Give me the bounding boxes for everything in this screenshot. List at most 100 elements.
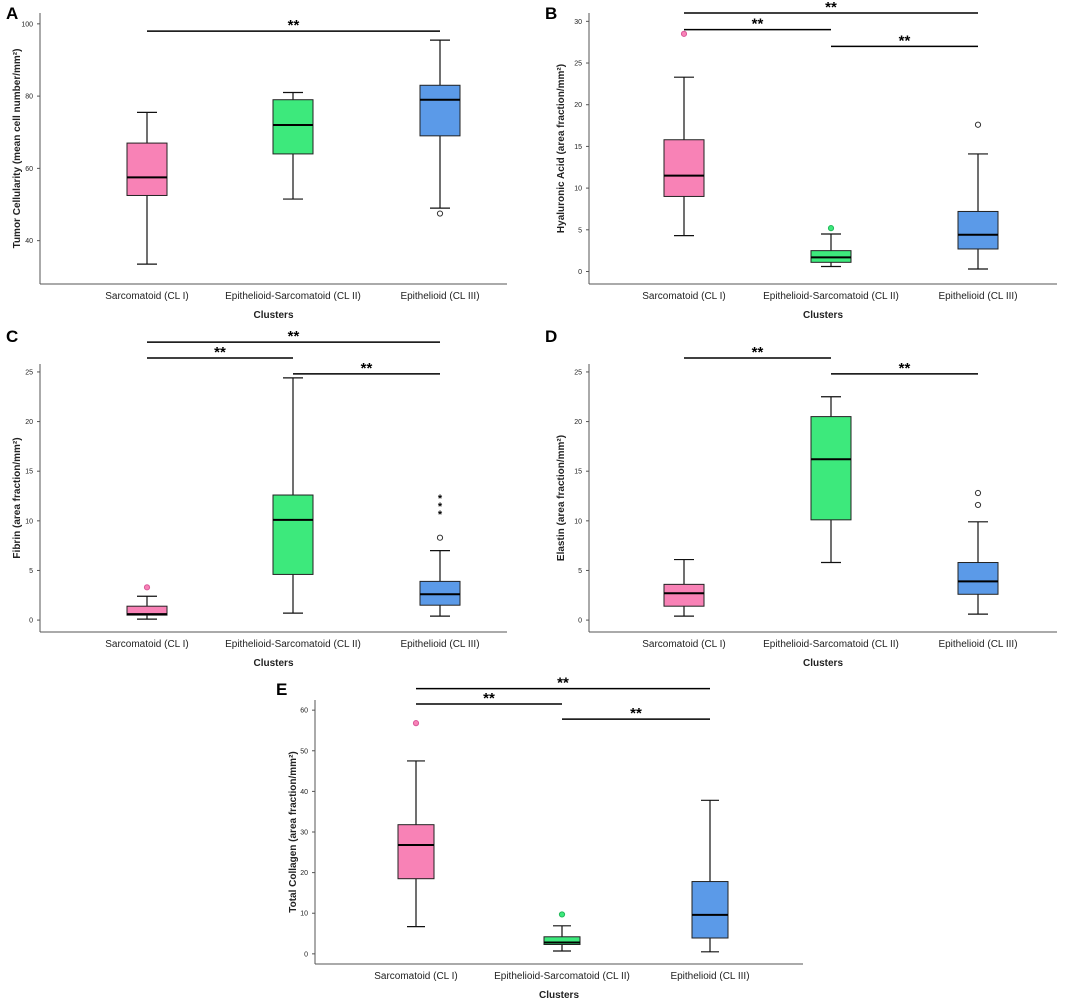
box-iqr [397, 824, 435, 880]
outlier-point [412, 720, 420, 727]
x-axis-label: Clusters [803, 310, 843, 321]
x-axis-label: Clusters [253, 658, 293, 669]
category-label: Sarcomatoid (CL I) [642, 291, 726, 302]
y-tick-label: 0 [304, 951, 308, 958]
y-tick-label: 20 [574, 102, 582, 109]
panel-letter: A [6, 4, 18, 23]
y-tick-label: 30 [574, 19, 582, 26]
y-axis-label: Hyaluronic Acid (area fraction/mm²) [556, 64, 567, 233]
category-label: Sarcomatoid (CL I) [642, 639, 726, 650]
significance-label: ** [483, 690, 495, 707]
box-iqr [272, 494, 314, 575]
outlier-point [827, 225, 835, 232]
outlier-point [143, 584, 151, 591]
box-iqr [957, 562, 999, 595]
box-iqr [663, 583, 705, 607]
box-2 [543, 911, 581, 952]
significance-label: ** [214, 344, 226, 361]
y-tick-label: 5 [578, 568, 582, 575]
panel-letter: C [6, 327, 18, 346]
box-3 [419, 39, 461, 217]
category-label: Epithelioid (CL III) [670, 971, 749, 982]
category-label: Epithelioid-Sarcomatoid (CL II) [225, 291, 361, 302]
category-label: Sarcomatoid (CL I) [374, 971, 458, 982]
box-1 [126, 111, 168, 265]
box-3 [957, 489, 999, 615]
significance-label: ** [899, 360, 911, 377]
significance-label: ** [557, 675, 569, 692]
box-1 [126, 584, 168, 620]
outlier-point [974, 121, 982, 128]
significance-label: ** [752, 344, 764, 361]
outlier-point [558, 911, 566, 918]
y-tick-label: 20 [574, 419, 582, 426]
category-label: Epithelioid (CL III) [938, 291, 1017, 302]
box-2 [810, 396, 852, 564]
significance-label: ** [361, 360, 373, 377]
x-axis-label: Clusters [253, 310, 293, 321]
category-label: Epithelioid-Sarcomatoid (CL II) [225, 639, 361, 650]
y-tick-label: 5 [29, 568, 33, 575]
y-tick-label: 15 [574, 144, 582, 151]
y-tick-label: 10 [25, 518, 33, 525]
panel-letter: E [276, 680, 287, 699]
y-tick-label: 25 [574, 369, 582, 376]
panel-E: E 0 10 20 30 40 50 60 Total Collagen (area fract… [276, 675, 803, 1001]
x-axis-label: Clusters [539, 990, 579, 1001]
y-tick-label: 20 [25, 419, 33, 426]
category-label: Epithelioid (CL III) [400, 639, 479, 650]
box-iqr [126, 142, 168, 196]
y-tick-label: 10 [574, 518, 582, 525]
panel-C: C 0 5 10 15 20 25 Fibrin (area fraction/mm²) Sar… [6, 327, 507, 669]
y-tick-label: 80 [25, 94, 33, 101]
extreme-point: * [438, 493, 443, 505]
box-3 [957, 121, 999, 270]
y-tick-label: 15 [25, 469, 33, 476]
box-iqr [810, 416, 852, 521]
panel-A: A 40 60 80 100 Tumor Cellularity (mean cell n… [6, 4, 507, 321]
category-label: Sarcomatoid (CL I) [105, 291, 189, 302]
extreme-point: * [438, 509, 443, 521]
y-tick-label: 10 [300, 911, 308, 918]
box-3: *** [419, 493, 461, 617]
significance-label: ** [630, 705, 642, 722]
y-tick-label: 0 [578, 269, 582, 276]
significance-label: ** [825, 0, 837, 16]
y-tick-label: 30 [300, 830, 308, 837]
box-iqr [272, 99, 314, 155]
panel-letter: B [545, 4, 557, 23]
box-3 [691, 799, 729, 953]
significance-label: ** [752, 16, 764, 33]
category-label: Epithelioid-Sarcomatoid (CL II) [494, 971, 630, 982]
y-tick-label: 20 [300, 870, 308, 877]
y-tick-label: 60 [300, 708, 308, 715]
y-tick-label: 0 [578, 618, 582, 625]
box-iqr [663, 139, 705, 197]
box-1 [663, 30, 705, 237]
box-1 [397, 720, 435, 928]
box-1 [663, 558, 705, 617]
box-iqr [419, 84, 461, 137]
y-tick-label: 60 [25, 166, 33, 173]
box-2 [272, 91, 314, 200]
y-tick-label: 50 [300, 748, 308, 755]
y-axis-label: Fibrin (area fraction/mm²) [12, 437, 23, 558]
y-tick-label: 40 [25, 238, 33, 245]
y-axis-label: Total Collagen (area fraction/mm²) [288, 751, 299, 913]
box-iqr [543, 936, 581, 946]
box-iqr [957, 210, 999, 250]
outlier-point [436, 210, 444, 217]
box-2 [810, 225, 852, 268]
y-tick-label: 100 [21, 21, 33, 28]
outlier-point [974, 501, 982, 509]
x-axis-label: Clusters [803, 658, 843, 669]
y-axis-label: Tumor Cellularity (mean cell number/mm²) [12, 49, 23, 249]
panel-D: D 0 5 10 15 20 25 Elastin (area fraction/mm²) Sa… [545, 327, 1057, 669]
outlier-point [436, 534, 444, 541]
category-label: Epithelioid (CL III) [400, 291, 479, 302]
box-2 [272, 377, 314, 614]
y-axis-label: Elastin (area fraction/mm²) [556, 435, 567, 561]
y-tick-label: 10 [574, 186, 582, 193]
panel-B: B 0 5 10 15 20 25 30 Hyaluronic Acid (area fract… [545, 0, 1057, 321]
